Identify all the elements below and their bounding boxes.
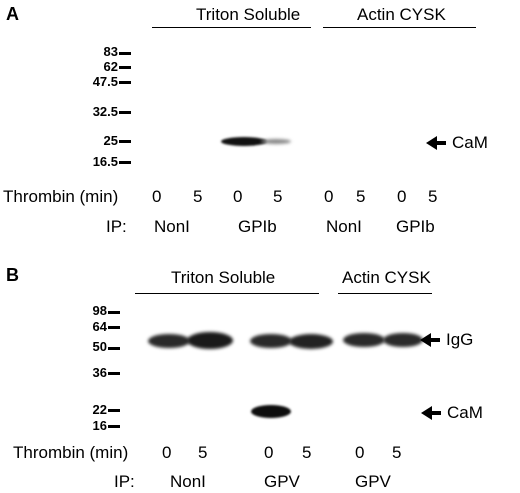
panel-a-band-gpib-5: [261, 139, 291, 144]
panel-b-tick-22: [108, 409, 120, 412]
panel-a-thrombin-0-d: 0: [397, 187, 407, 206]
panel-a-marker-25: 25: [103, 133, 118, 148]
panel-b-marker-16: 16: [92, 418, 107, 433]
panel-b-thrombin-5-a: 5: [198, 443, 208, 462]
panel-a-letter: A: [6, 4, 19, 24]
panel-a-thrombin-0-a: 0: [152, 187, 162, 206]
panel-b-marker-98: 98: [92, 303, 107, 318]
panel-a-ip-nonl-2: NonI: [326, 217, 362, 236]
panel-a-header-triton-soluble: Triton Soluble: [196, 5, 301, 24]
panel-a-ip-label: IP:: [106, 217, 127, 236]
panel-b-igg-band-3: [250, 334, 292, 348]
panel-a-thrombin-5-c: 5: [356, 187, 366, 206]
panel-b-ip-nonl: NonI: [170, 472, 206, 491]
panel-b-igg-band-4: [289, 334, 333, 349]
panel-b-marker-22: 22: [92, 402, 107, 417]
panel-b-thrombin-label: Thrombin (min): [13, 443, 129, 462]
panel-a-thrombin-0-b: 0: [233, 187, 243, 206]
panel-a-tick-47-5: [119, 81, 131, 84]
panel-a-cam-arrow: CaM: [426, 133, 488, 153]
panel-b-tick-36: [108, 372, 120, 375]
panel-b-igg-band-2: [187, 332, 233, 349]
panel-a-thrombin-5-b: 5: [273, 187, 283, 206]
panel-b-igg-label: IgG: [446, 330, 474, 349]
panel-b-bracket-triton: [135, 293, 319, 294]
panel-b-thrombin-5-b: 5: [302, 443, 312, 462]
panel-a-thrombin-5-d: 5: [428, 187, 438, 206]
panel-b-cam-arrow-icon: [421, 406, 432, 420]
panel-a-marker-47-5: 47.5: [92, 74, 118, 89]
panel-a-band-gpib-0: [221, 137, 267, 146]
panel-a-tick-83: [119, 52, 131, 55]
panel-b-header-triton-soluble: Triton Soluble: [171, 268, 276, 287]
panel-b-cam-band: [251, 405, 291, 418]
panel-a-marker-83: 83: [103, 44, 118, 59]
panel-b-header-actin-cysk: Actin CYSK: [342, 268, 431, 287]
panel-a-arrow-icon: [426, 136, 437, 150]
panel-b-igg-arrow: IgG: [420, 330, 473, 350]
panel-a-ip-nonl-1: NonI: [154, 217, 190, 236]
panel-b-ip-gpv-2: GPV: [355, 472, 391, 491]
panel-b-cam-label: CaM: [447, 403, 483, 422]
panel-a-marker-32-5: 32.5: [92, 104, 118, 119]
panel-a-bracket-actin: [323, 27, 476, 28]
panel-b-thrombin-0-b: 0: [264, 443, 274, 462]
panel-b-tick-50: [108, 347, 120, 350]
panel-b-igg-band-1: [148, 334, 190, 348]
panel-a-cam-label: CaM: [452, 133, 488, 152]
panel-a-tick-62: [119, 66, 131, 69]
panel-b-marker-36: 36: [92, 365, 107, 380]
panel-b-tick-16: [108, 425, 120, 428]
panel-b-thrombin-0-a: 0: [162, 443, 172, 462]
panel-b-tick-98: [108, 311, 120, 314]
panel-b-cam-arrow: CaM: [421, 403, 483, 423]
panel-b-marker-64: 64: [92, 319, 107, 334]
panel-b-igg-band-5: [343, 333, 385, 347]
panel-b-thrombin-5-c: 5: [392, 443, 402, 462]
panel-a-thrombin-0-c: 0: [324, 187, 334, 206]
panel-a-ip-gpib-2: GPIb: [396, 217, 435, 236]
panel-b-letter: B: [6, 265, 19, 285]
panel-b-marker-50: 50: [92, 339, 107, 354]
panel-b-igg-band-6: [383, 333, 423, 347]
panel-b-tick-64: [108, 326, 120, 329]
panel-a-thrombin-label: Thrombin (min): [3, 187, 119, 206]
panel-b-thrombin-0-c: 0: [355, 443, 365, 462]
panel-a-bracket-triton: [152, 27, 311, 28]
panel-a-tick-25: [119, 140, 131, 143]
panel-b-bracket-actin: [338, 293, 432, 294]
panel-b-igg-arrow-icon: [420, 333, 431, 347]
panel-a-header-actin-cysk: Actin CYSK: [357, 5, 446, 24]
panel-a-tick-32-5: [119, 111, 131, 114]
panel-b-ip-label: IP:: [114, 472, 135, 491]
panel-a-marker-16-5: 16.5: [92, 154, 118, 169]
panel-a-ip-gpib-1: GPIb: [238, 217, 277, 236]
panel-a-thrombin-5-a: 5: [193, 187, 203, 206]
panel-a-tick-16-5: [119, 161, 131, 164]
panel-b-ip-gpv-1: GPV: [264, 472, 300, 491]
panel-a-marker-62: 62: [103, 59, 118, 74]
